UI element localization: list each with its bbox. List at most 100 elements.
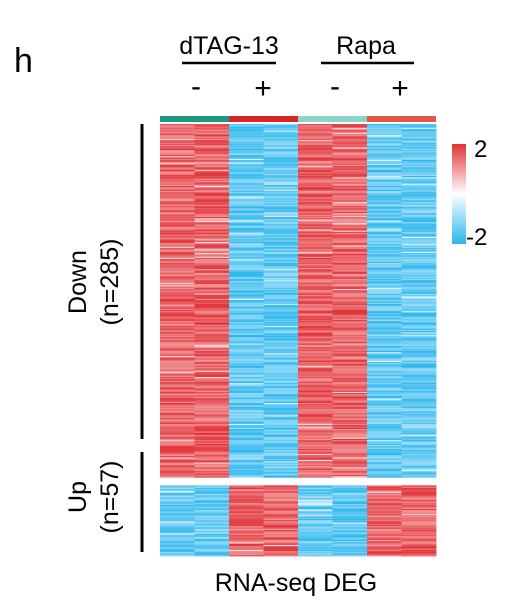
heatmap-cell bbox=[263, 541, 299, 543]
heatmap-cell bbox=[263, 473, 299, 476]
heatmap-cell bbox=[401, 490, 437, 492]
heatmap-cell bbox=[263, 207, 299, 209]
heatmap-cell bbox=[367, 469, 402, 472]
heatmap-cell bbox=[263, 215, 299, 218]
heatmap-cell bbox=[332, 400, 368, 403]
heatmap-cell bbox=[401, 328, 437, 331]
heatmap-cell bbox=[401, 492, 437, 495]
heatmap-cell bbox=[229, 286, 264, 289]
heatmap-cell bbox=[367, 501, 402, 504]
heatmap-cell bbox=[401, 442, 437, 445]
heatmap-cell bbox=[263, 369, 299, 372]
heatmap-cell bbox=[401, 539, 437, 542]
heatmap-cell bbox=[263, 390, 299, 393]
heatmap-cell bbox=[367, 505, 402, 507]
heatmap-cell bbox=[263, 476, 299, 478]
heatmap-cell bbox=[298, 329, 333, 332]
heatmap-cell bbox=[298, 267, 333, 270]
heatmap-cell bbox=[401, 210, 437, 213]
heatmap-cell bbox=[367, 243, 402, 245]
heatmap-cell bbox=[229, 226, 264, 229]
heatmap-cell bbox=[298, 313, 333, 316]
heatmap-cell bbox=[263, 442, 299, 445]
heatmap-cell bbox=[229, 278, 264, 281]
heatmap-cell bbox=[367, 319, 402, 322]
heatmap-cell bbox=[367, 414, 402, 416]
heatmap-cell bbox=[194, 174, 230, 177]
heatmap-cell bbox=[160, 472, 195, 475]
heatmap-cell bbox=[367, 280, 402, 282]
heatmap-cell bbox=[263, 285, 299, 287]
heatmap-cell bbox=[298, 390, 333, 393]
heatmap-cell bbox=[194, 254, 230, 256]
heatmap-cell bbox=[367, 451, 402, 453]
heatmap-cell bbox=[332, 331, 368, 333]
heatmap-cell bbox=[194, 321, 230, 323]
heatmap-cell bbox=[401, 182, 437, 184]
heatmap-cell bbox=[401, 142, 437, 145]
heatmap-cell bbox=[298, 537, 333, 540]
heatmap-cell bbox=[229, 190, 264, 193]
heatmap-cell bbox=[401, 208, 437, 210]
heatmap-cell bbox=[160, 311, 195, 313]
heatmap-cell bbox=[229, 376, 264, 379]
heatmap-cell bbox=[194, 386, 230, 389]
heatmap-cell bbox=[160, 296, 195, 298]
heatmap-cell bbox=[367, 360, 402, 363]
heatmap-cell bbox=[298, 173, 333, 176]
heatmap-cell bbox=[229, 229, 264, 232]
heatmap-cell bbox=[194, 214, 230, 217]
heatmap-cell bbox=[194, 476, 230, 478]
heatmap-cell bbox=[194, 169, 230, 172]
heatmap-cell bbox=[367, 471, 402, 473]
heatmap-cell bbox=[298, 452, 333, 455]
heatmap-cell bbox=[229, 135, 264, 137]
heatmap-cell bbox=[367, 491, 402, 494]
heatmap-cell bbox=[229, 369, 264, 372]
heatmap-cell bbox=[194, 238, 230, 240]
heatmap-cell bbox=[367, 513, 402, 516]
heatmap-cell bbox=[298, 404, 333, 406]
heatmap-cell bbox=[367, 249, 402, 251]
heatmap-cell bbox=[263, 176, 299, 178]
heatmap-cell bbox=[160, 148, 195, 151]
row-group-count-up: (n=57) bbox=[96, 461, 124, 534]
heatmap-cell bbox=[229, 370, 264, 373]
heatmap-cell bbox=[229, 262, 264, 265]
heatmap-cell bbox=[263, 331, 299, 333]
heatmap-cell bbox=[194, 548, 230, 551]
heatmap-cell bbox=[367, 511, 402, 514]
heatmap-cell bbox=[194, 224, 230, 227]
heatmap-cell bbox=[332, 433, 368, 436]
heatmap-cell bbox=[401, 450, 437, 452]
heatmap-cell bbox=[367, 179, 402, 182]
heatmap-cell bbox=[298, 379, 333, 382]
heatmap-cell bbox=[298, 436, 333, 439]
heatmap-cell bbox=[298, 309, 333, 312]
heatmap-cell bbox=[160, 385, 195, 388]
heatmap-cell bbox=[367, 551, 402, 553]
heatmap-cell bbox=[298, 386, 333, 389]
heatmap-cell bbox=[367, 192, 402, 194]
heatmap-cell bbox=[263, 252, 299, 255]
heatmap-cell bbox=[401, 138, 437, 141]
heatmap-cell bbox=[160, 520, 195, 522]
heatmap-cell bbox=[194, 176, 230, 178]
heatmap-cell bbox=[229, 298, 264, 301]
heatmap-cell bbox=[332, 507, 368, 510]
heatmap-cell bbox=[160, 125, 195, 127]
heatmap-cell bbox=[194, 357, 230, 359]
heatmap-cell bbox=[194, 495, 230, 497]
heatmap-cell bbox=[263, 260, 299, 263]
heatmap-cell bbox=[298, 485, 333, 487]
heatmap-cell bbox=[194, 543, 230, 546]
heatmap-cell bbox=[263, 185, 299, 188]
heatmap-cell bbox=[263, 287, 299, 290]
heatmap-cell bbox=[401, 141, 437, 143]
heatmap-cell bbox=[263, 378, 299, 380]
heatmap-cell bbox=[367, 219, 402, 222]
heatmap-cell bbox=[332, 337, 368, 339]
heatmap-cell bbox=[194, 370, 230, 373]
heatmap-cell bbox=[263, 448, 299, 451]
heatmap-cell bbox=[298, 456, 333, 458]
